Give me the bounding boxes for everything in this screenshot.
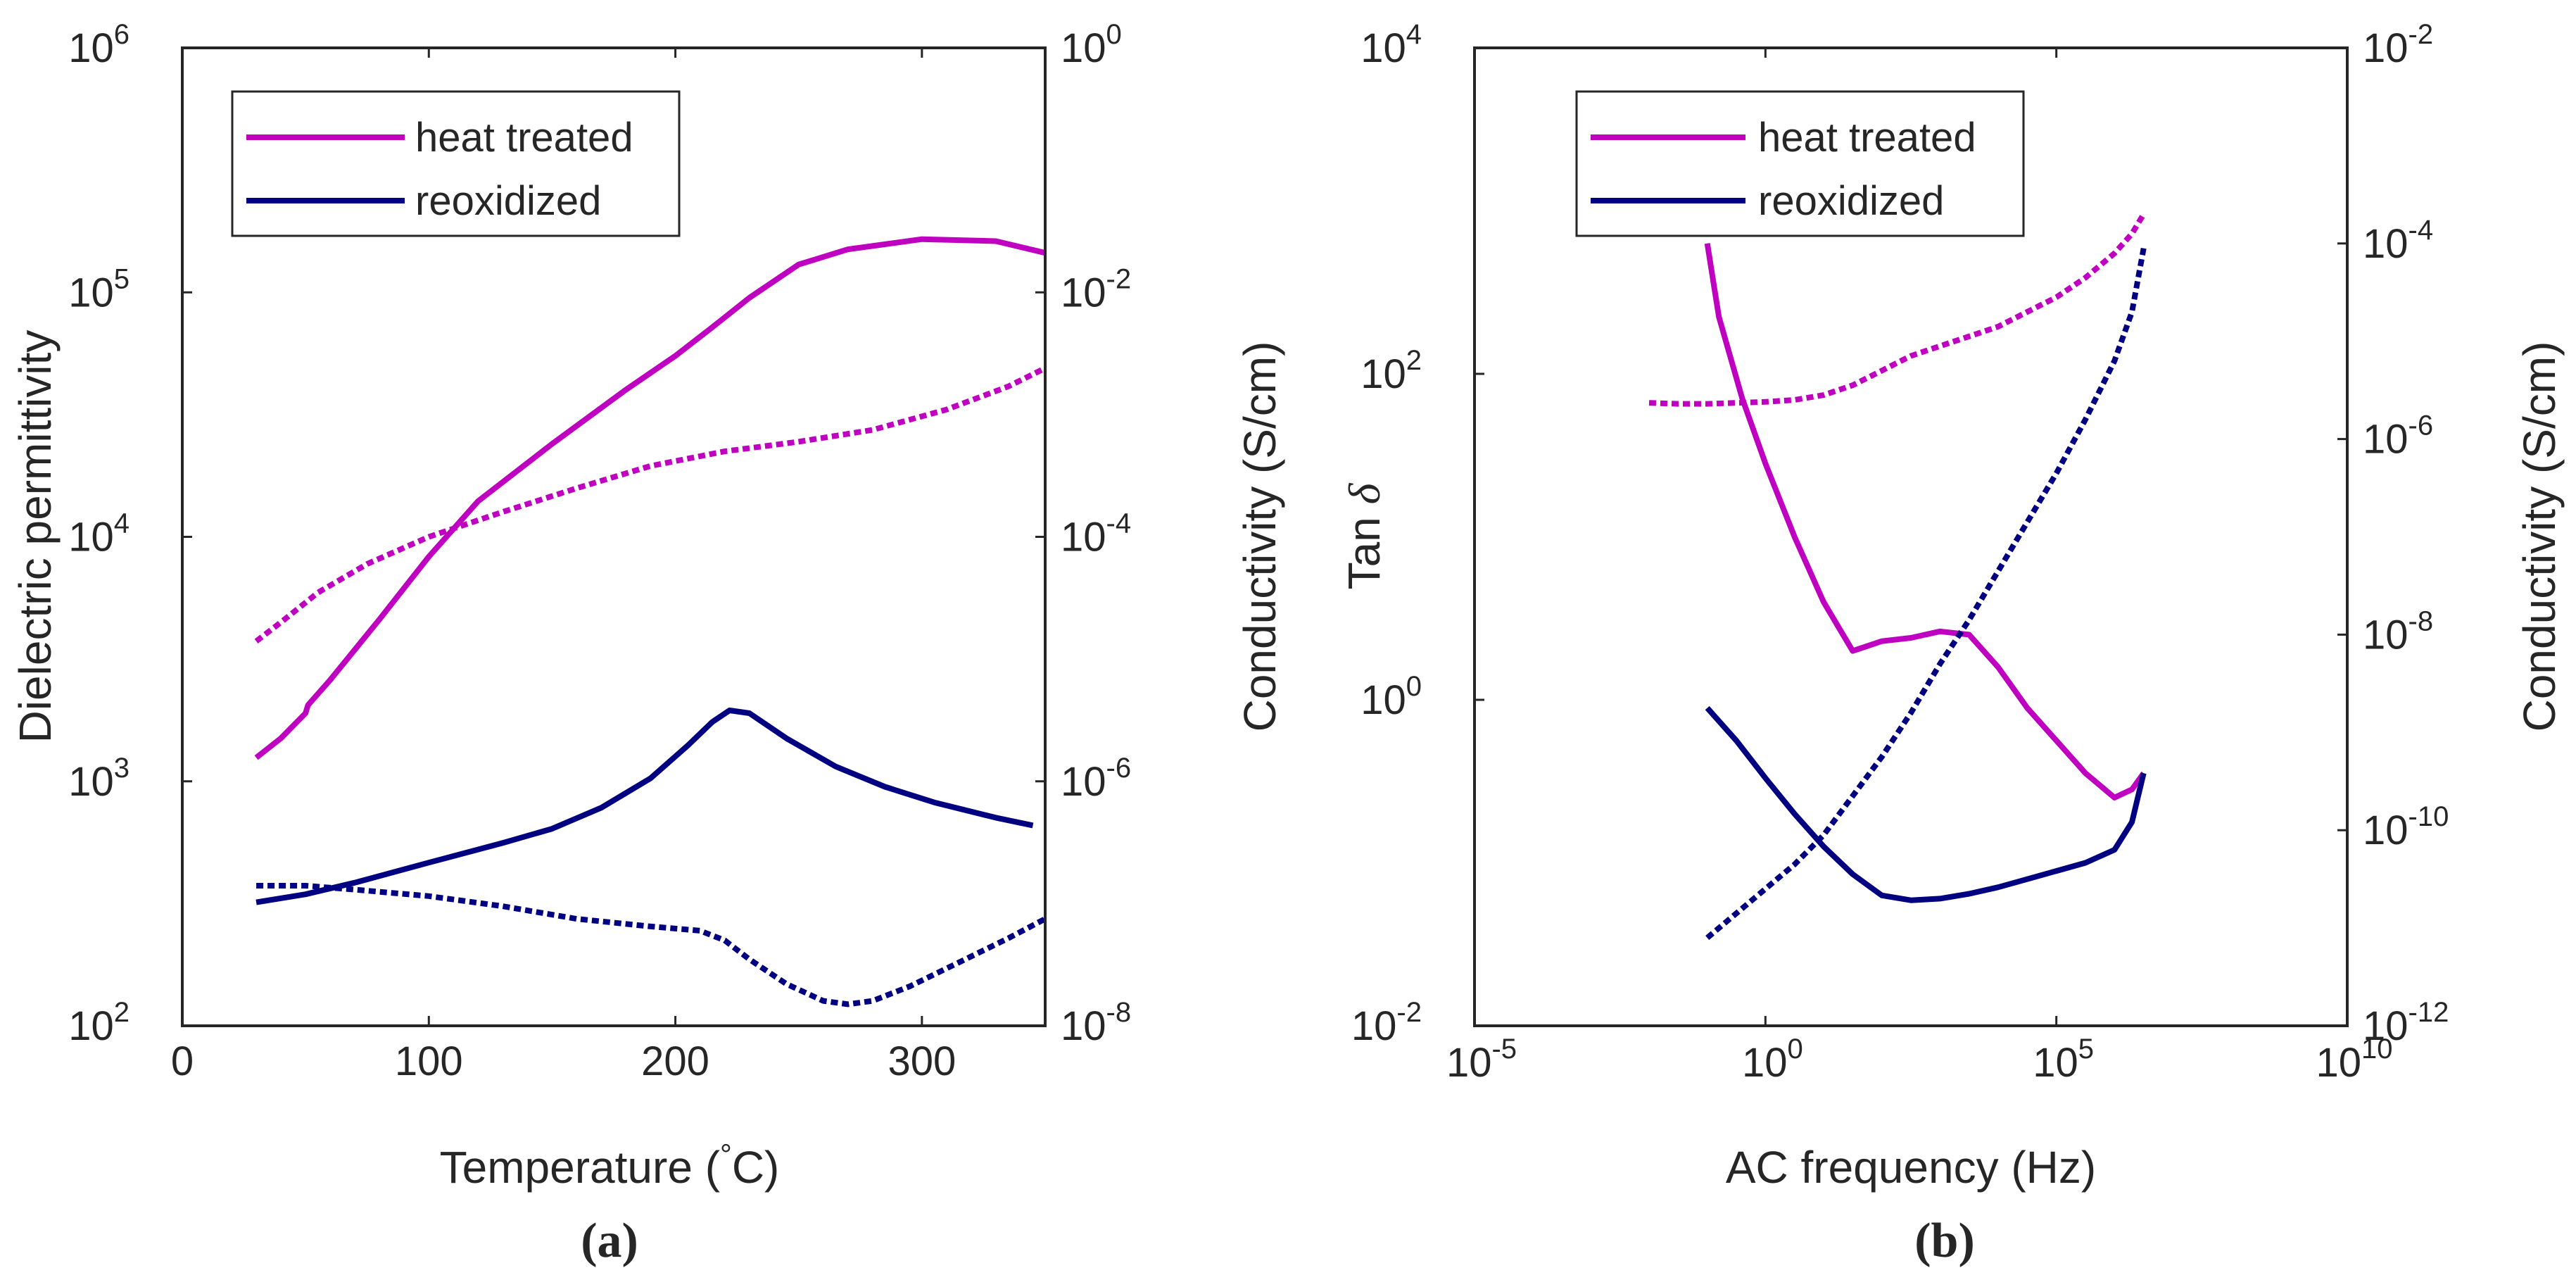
panel-b-y-tick-label: 100 <box>1360 671 1422 723</box>
panel-a-series-reoxidized-permittivity-line <box>255 708 1034 905</box>
panel-a-legend-label-heat-treated: heat treated <box>415 115 633 161</box>
panel-a-y-tick-label: 104 <box>68 508 130 560</box>
panel-b-legend-label-reoxidized: reoxidized <box>1758 178 1944 224</box>
panel-a-x-tick-label: 200 <box>641 1038 709 1084</box>
panel-b-ticks: 10-5 100 105 1010 10-2 100 102 104 10-12 10-10 10-… <box>1351 19 2449 1086</box>
panel-b-y-right-tick-label: 10-6 <box>2363 410 2433 463</box>
panel-b-y-tick-label: 102 <box>1360 345 1422 397</box>
panel-b-x-tick-label: 105 <box>2033 1034 2094 1086</box>
panel-b-x-tick-label: 10-5 <box>1446 1034 1517 1086</box>
panel-a-y-tick-label: 105 <box>68 263 130 315</box>
panel-a-legend-box <box>231 90 681 237</box>
panel-b: 10-5 100 105 1010 10-2 100 102 104 10-12 10-10 10-… <box>1339 19 2565 1268</box>
panel-a-x-tick-label: 0 <box>171 1038 194 1084</box>
panel-a-legend: heat treated reoxidized <box>231 90 681 237</box>
panel-b-caption-label: (b) <box>1914 1214 1975 1268</box>
panel-b-series-heat-treated-conductivity-line <box>1648 213 2147 407</box>
panel-a-series-reoxidized-conductivity-line <box>256 883 1047 1007</box>
panel-a-y-axis-label: Dielectric permittivity <box>10 330 61 743</box>
panel-b-y-tick-label: 10-2 <box>1351 997 1422 1049</box>
panel-b-y-axis-right-label: Conductivity (S/cm) <box>2514 341 2565 732</box>
panel-a-y-right-tick-label: 100 <box>1061 19 1122 71</box>
panel-b-legend-label-heat-treated: heat treated <box>1758 115 1976 161</box>
panel-b-series-reoxidized-tan-delta-line <box>1705 705 2147 903</box>
panel-a-x-tick-label: 100 <box>395 1038 463 1084</box>
panel-b-y-axis-label: Tan δ <box>1339 482 1389 589</box>
panel-b-axes-box <box>1473 46 2349 1027</box>
panel-a-legend-label-reoxidized: reoxidized <box>415 178 601 224</box>
panel-a-y-tick-label: 102 <box>68 997 130 1049</box>
panel-b-series-heat-treated-tan-delta-line <box>1704 243 2146 801</box>
panel-b-y-tick-label: 104 <box>1360 19 1422 71</box>
panel-b-y-right-tick-label: 10-2 <box>2363 19 2433 71</box>
panel-b-y-right-tick-label: 10-4 <box>2363 215 2433 267</box>
panel-a-y-tick-label: 103 <box>68 753 130 805</box>
panel-b-plot-area <box>1648 213 2147 941</box>
panel-a-y-right-tick-label: 10-8 <box>1061 997 1131 1049</box>
panel-b-y-right-tick-label: 10-8 <box>2363 605 2433 658</box>
panel-a-y-tick-label: 106 <box>68 19 130 71</box>
panel-a-plot-area <box>254 236 1047 1007</box>
panel-b-legend-box <box>1575 90 2025 237</box>
panel-b-x-tick-label: 1010 <box>2316 1034 2392 1086</box>
panel-a-y-right-tick-label: 10-2 <box>1061 263 1131 315</box>
panel-a-caption-label: (a) <box>581 1214 638 1268</box>
panel-a-y-right-tick-label: 10-6 <box>1061 753 1131 805</box>
panel-a: 0 100 200 300 102 103 104 105 106 10-8 10-6 10-4 10-… <box>10 19 1285 1268</box>
panel-b-x-tick-label: 100 <box>1742 1034 1803 1086</box>
panel-a-series-heat-treated-conductivity-line <box>254 365 1047 644</box>
panel-a-y-right-tick-label: 10-4 <box>1061 508 1131 560</box>
panel-a-y-axis-right-label: Conductivity (S/cm) <box>1235 341 1285 732</box>
panel-b-y-right-tick-label: 10-10 <box>2363 801 2449 853</box>
panel-b-y-right-tick-label: 10-12 <box>2363 997 2449 1049</box>
panel-b-legend: heat treated reoxidized <box>1575 90 2025 237</box>
panel-a-ticks: 0 100 200 300 102 103 104 105 106 10-8 10-6 10-4 10-… <box>68 19 1131 1084</box>
panel-a-x-axis-label: Temperature (°C) <box>440 1138 780 1193</box>
panel-a-series-heat-treated-permittivity-line <box>254 236 1046 760</box>
panel-a-x-tick-label: 300 <box>888 1038 956 1084</box>
panel-b-series-reoxidized-conductivity-line <box>1705 247 2147 941</box>
panel-b-x-axis-label: AC frequency (Hz) <box>1726 1142 2096 1193</box>
